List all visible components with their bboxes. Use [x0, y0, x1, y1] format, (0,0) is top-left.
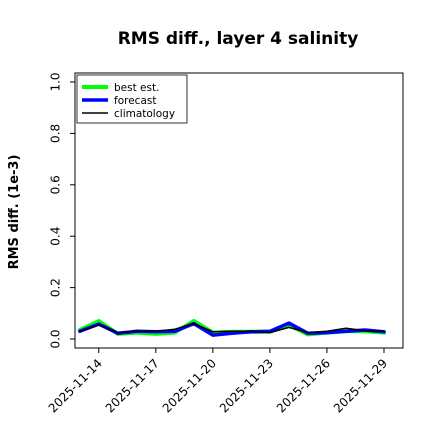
- series-line-climatology: [79, 322, 385, 334]
- y-tick-label: 0.6: [49, 175, 63, 194]
- plot-frame: [74, 72, 404, 349]
- x-tick-label: 2025-11-20: [160, 356, 219, 415]
- y-tick-label: 1.0: [49, 72, 63, 91]
- y-tick-label: 0.0: [49, 329, 63, 348]
- legend-label: climatology: [114, 108, 175, 120]
- legend-label: best est.: [114, 82, 159, 94]
- y-tick-label: 0.2: [49, 278, 63, 297]
- chart-title: RMS diff., layer 4 salinity: [118, 29, 359, 49]
- series-lines: [77, 319, 386, 337]
- x-tick-label: 2025-11-14: [46, 356, 105, 415]
- x-tick-label: 2025-11-26: [274, 356, 333, 415]
- y-axis-label: RMS diff. (1e-3): [7, 155, 22, 270]
- legend-label: forecast: [114, 95, 156, 107]
- x-tick-label: 2025-11-29: [331, 356, 390, 415]
- x-tick-label: 2025-11-23: [217, 356, 276, 415]
- y-tick-label: 0.8: [49, 124, 63, 143]
- x-tick-label: 2025-11-17: [103, 356, 162, 415]
- y-tick-label: 0.4: [49, 227, 63, 246]
- axes: 0.00.20.40.60.81.02025-11-142025-11-1720…: [46, 72, 404, 415]
